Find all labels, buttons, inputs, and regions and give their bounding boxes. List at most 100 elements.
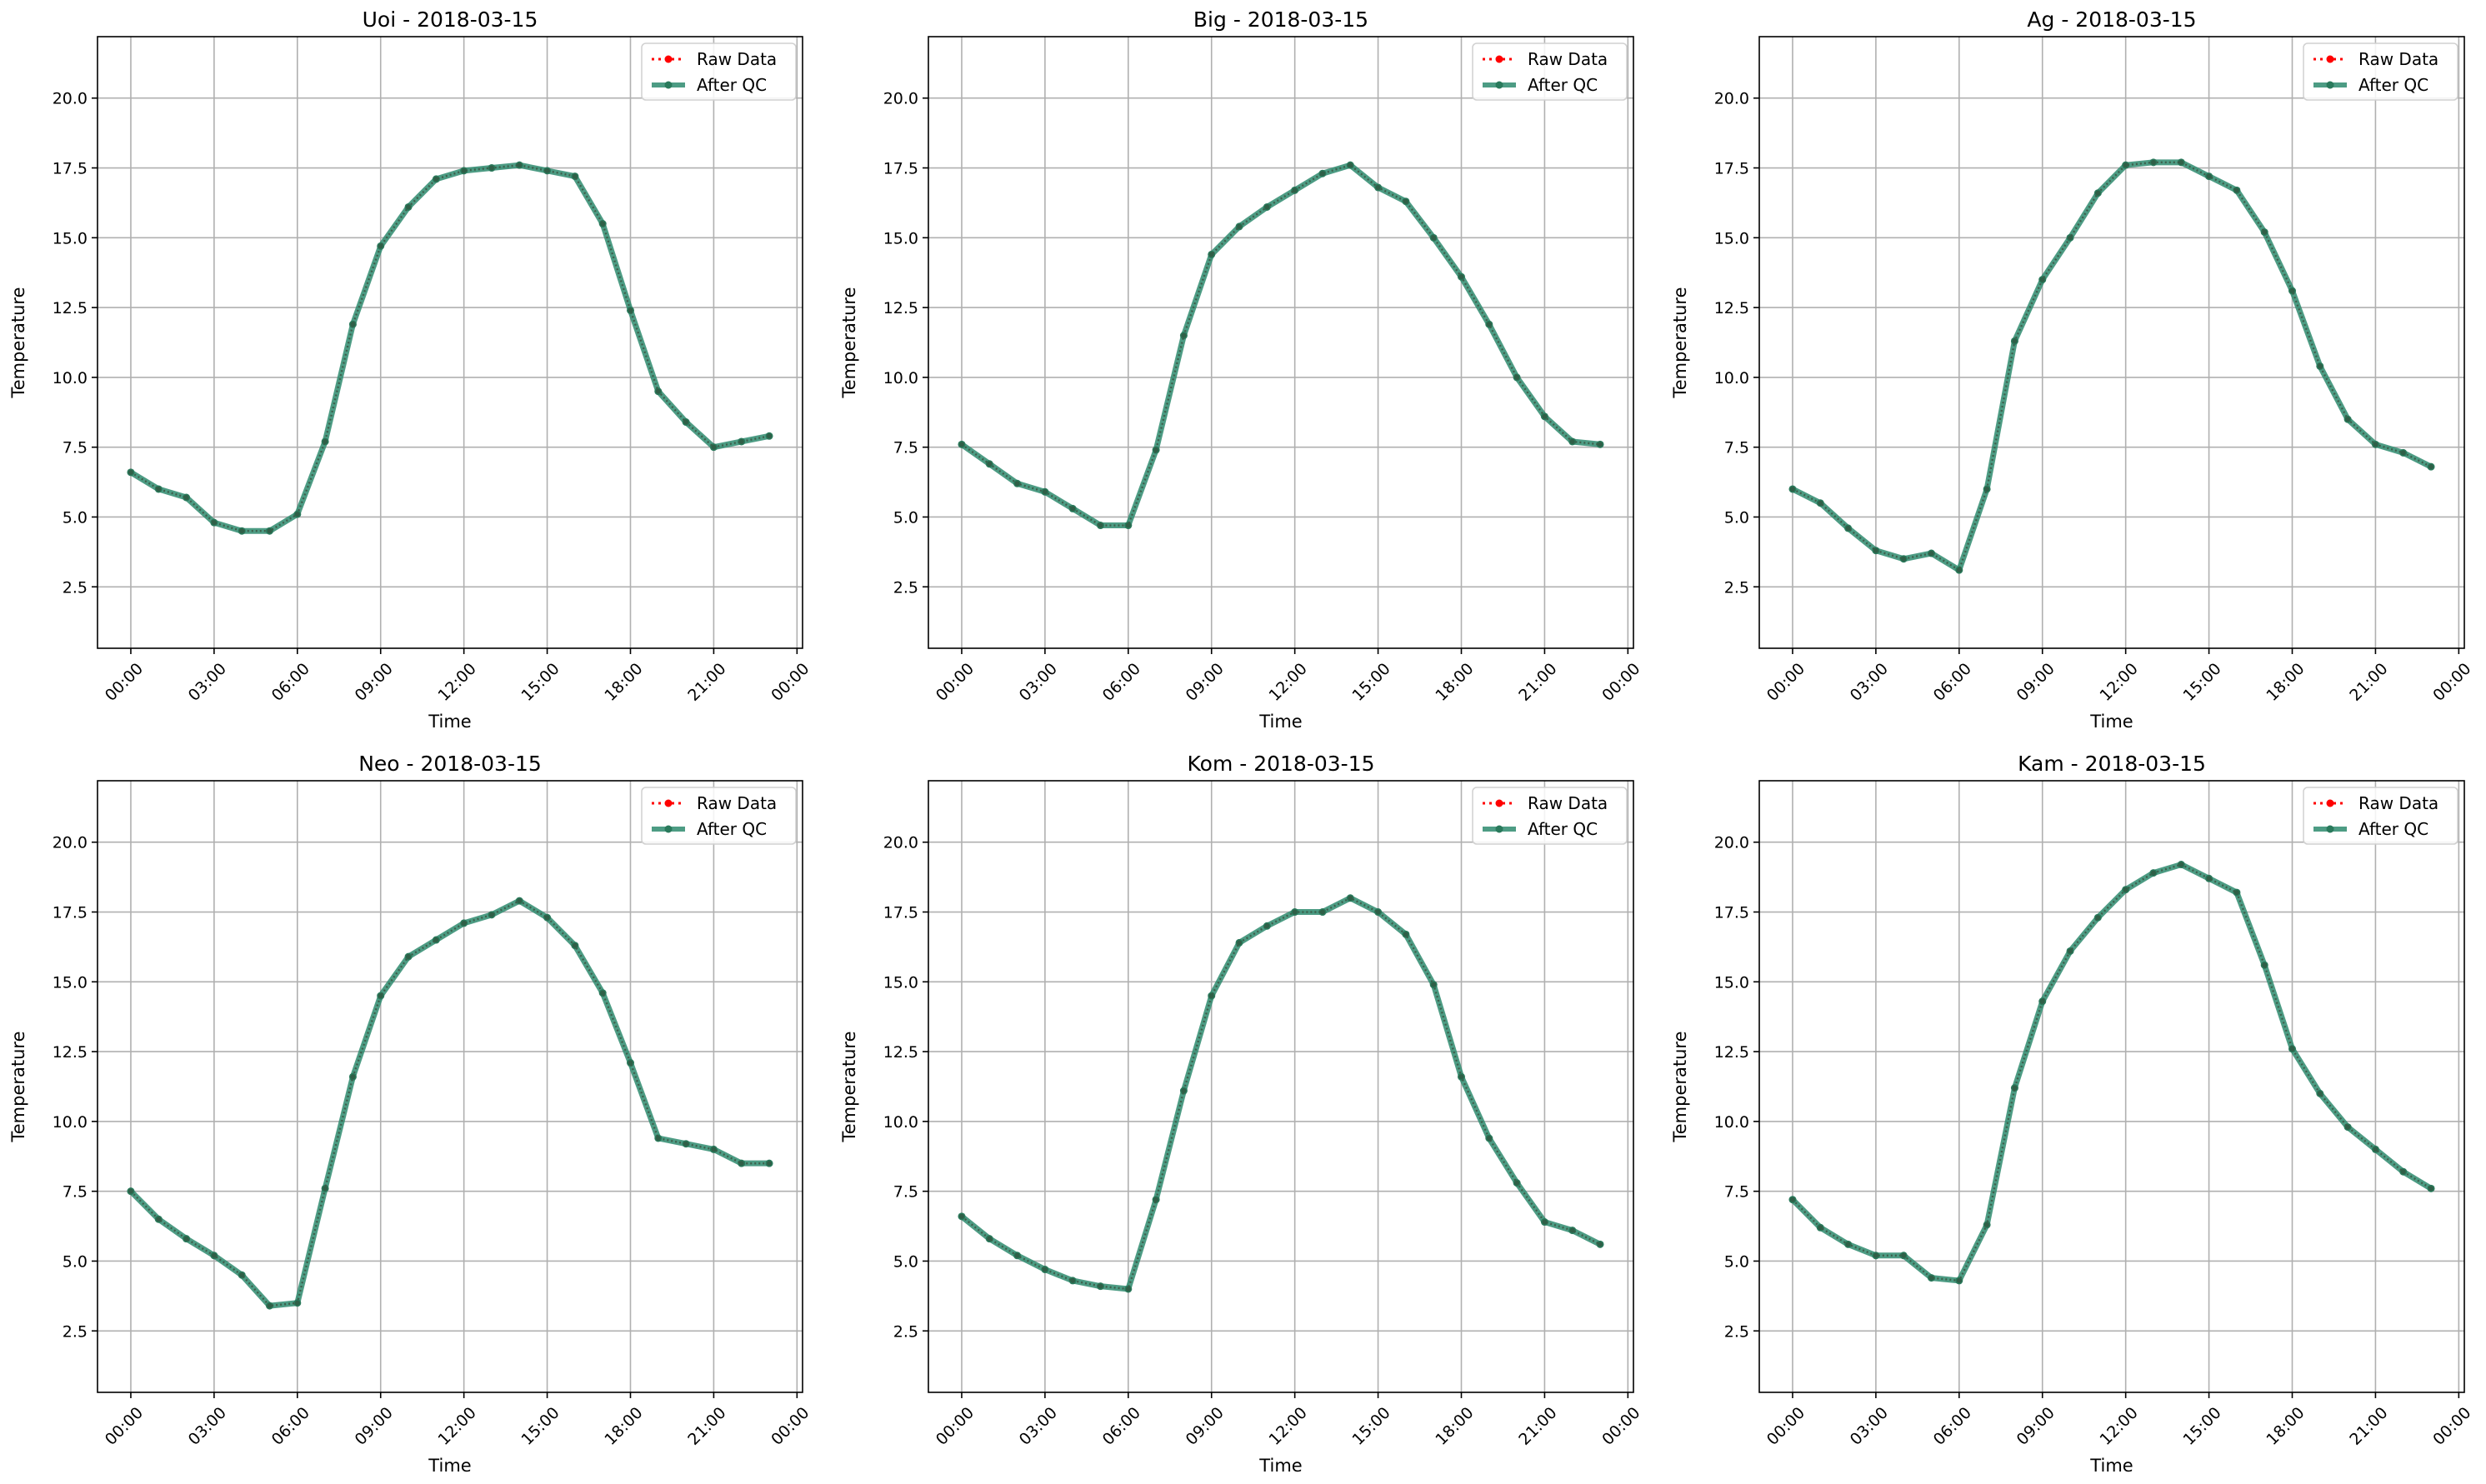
grid [98, 37, 803, 648]
chart-title: Ag - 2018-03-15 [2027, 7, 2196, 32]
point-raw-data [1818, 1225, 1823, 1231]
y-tick-label: 5.0 [63, 1252, 88, 1271]
point-raw-data [2150, 159, 2156, 165]
legend-marker-raw-data [2326, 55, 2334, 63]
point-raw-data [1403, 932, 1408, 937]
y-axis-label: Temperature [839, 287, 859, 398]
y-tick-label: 10.0 [1714, 369, 1749, 387]
axes-frame [928, 780, 1634, 1393]
y-tick-label: 12.5 [883, 1043, 918, 1062]
y-tick-label: 2.5 [1724, 1322, 1749, 1341]
point-raw-data [156, 1217, 162, 1222]
point-raw-data [1598, 442, 1603, 447]
point-raw-data [1901, 1252, 1907, 1258]
legend-label-after-qc: After QC [2358, 819, 2428, 839]
y-tick-label: 5.0 [893, 1252, 918, 1271]
point-raw-data [323, 438, 328, 444]
point-raw-data [2345, 417, 2351, 422]
y-tick-label: 7.5 [63, 1183, 88, 1202]
axes-frame [1758, 36, 2465, 649]
point-raw-data [655, 388, 661, 394]
x-tick-label: 00:00 [768, 660, 813, 705]
x-tick-label: 09:00 [352, 1404, 397, 1449]
point-raw-data [211, 1252, 217, 1258]
point-raw-data [1098, 1283, 1103, 1289]
legend-label-raw-data: Raw Data [697, 793, 777, 813]
point-raw-data [2039, 998, 2045, 1004]
point-raw-data [1375, 909, 1381, 915]
y-tick-label: 5.0 [63, 508, 88, 527]
chart-title: Uoi - 2018-03-15 [363, 7, 538, 32]
point-raw-data [323, 1186, 328, 1192]
point-raw-data [1845, 525, 1851, 531]
y-tick-label: 17.5 [1714, 160, 1749, 178]
y-tick-label: 12.5 [53, 1043, 88, 1062]
x-tick-label: 21:00 [684, 1404, 729, 1449]
point-raw-data [2262, 962, 2268, 968]
x-tick-label: 06:00 [1930, 660, 1975, 705]
y-tick-label: 17.5 [883, 904, 918, 922]
y-tick-label: 2.5 [63, 578, 88, 597]
chart-panel: 00:00 03:00 06:00 09:00 12:00 15:00 18:00 21:00… [839, 752, 1643, 1476]
series-line-after-qc [1791, 159, 2433, 573]
point-raw-data [1014, 1252, 1020, 1258]
point-raw-data [544, 167, 550, 173]
legend-label-raw-data: Raw Data [2358, 49, 2438, 69]
x-tick-label: 15:00 [518, 1404, 563, 1449]
x-tick-label: 18:00 [1432, 1404, 1477, 1449]
legend: Raw Data After QC [2303, 787, 2458, 845]
x-tick-label: 12:00 [435, 1404, 480, 1449]
legend-marker-after-qc [664, 81, 673, 89]
legend-marker-raw-data [664, 799, 673, 807]
y-tick-label: 10.0 [53, 369, 88, 387]
point-raw-data [1514, 1180, 1520, 1186]
legend: Raw Data After QC [1472, 787, 1628, 845]
point-raw-data [517, 898, 523, 904]
y-tick-label: 15.0 [883, 229, 918, 247]
point-raw-data [211, 520, 217, 526]
x-tick-label: 00:00 [1598, 1404, 1643, 1449]
point-raw-data [2206, 173, 2212, 179]
point-raw-data [406, 204, 412, 210]
point-raw-data [2373, 1147, 2378, 1152]
x-tick-label: 18:00 [1432, 660, 1477, 705]
point-raw-data [183, 1236, 189, 1242]
point-raw-data [2012, 338, 2018, 344]
point-raw-data [1375, 184, 1381, 190]
point-raw-data [2123, 887, 2128, 892]
point-raw-data [1458, 1074, 1464, 1080]
legend: Raw Data After QC [641, 42, 797, 101]
point-raw-data [1486, 1136, 1492, 1142]
point-raw-data [1070, 1277, 1076, 1283]
y-tick-label: 20.0 [1714, 834, 1749, 852]
point-raw-data [461, 920, 467, 926]
chart-title: Big - 2018-03-15 [1193, 7, 1368, 32]
chart-panel: 00:00 03:00 06:00 09:00 12:00 15:00 18:00 21:00… [8, 752, 813, 1476]
point-raw-data [987, 461, 993, 467]
point-raw-data [738, 438, 744, 444]
point-raw-data [1542, 413, 1548, 419]
point-raw-data [2428, 1186, 2434, 1192]
x-tick-label: 18:00 [601, 660, 646, 705]
x-tick-label: 00:00 [1763, 1404, 1808, 1449]
point-raw-data [683, 1141, 689, 1147]
point-raw-data [1153, 447, 1159, 453]
grid [1759, 781, 2464, 1392]
x-tick-label: 12:00 [435, 660, 480, 705]
legend: Raw Data After QC [641, 787, 797, 845]
point-raw-data [1181, 332, 1187, 338]
x-tick-label: 12:00 [1266, 1404, 1311, 1449]
y-axis-label: Temperature [1670, 1031, 1690, 1142]
point-raw-data [1292, 187, 1298, 193]
x-tick-label: 21:00 [1515, 1404, 1560, 1449]
point-raw-data [2289, 1046, 2295, 1052]
y-tick-label: 20.0 [1714, 90, 1749, 108]
y-tick-label: 15.0 [1714, 973, 1749, 992]
legend-label-after-qc: After QC [1528, 75, 1598, 95]
chart-title: Neo - 2018-03-15 [358, 752, 542, 776]
chart-title: Kom - 2018-03-15 [1188, 752, 1375, 776]
point-raw-data [572, 942, 578, 948]
y-tick-label: 10.0 [883, 369, 918, 387]
point-raw-data [2068, 948, 2073, 954]
